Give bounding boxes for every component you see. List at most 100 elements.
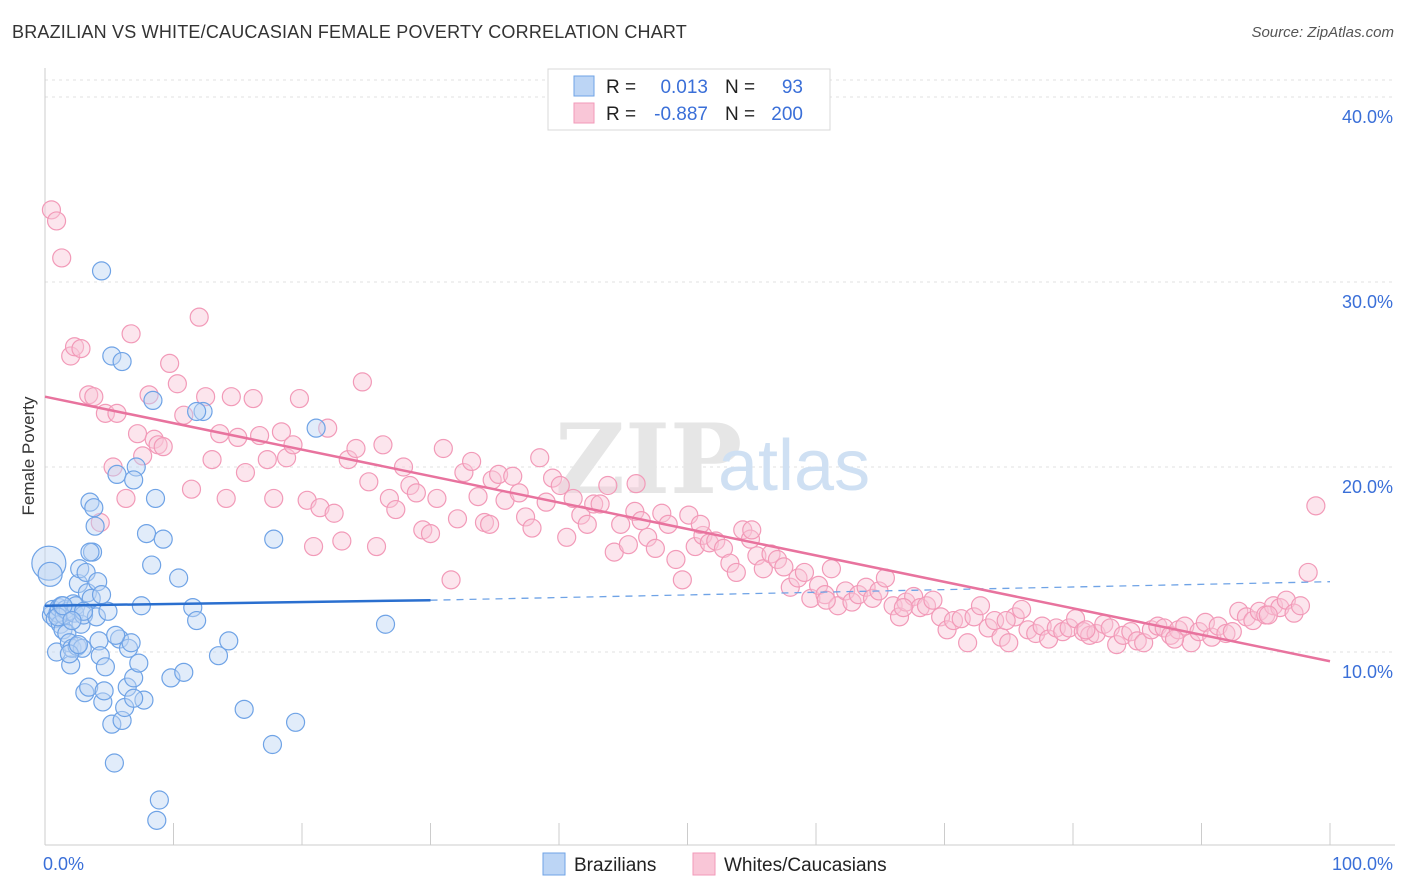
white-point xyxy=(996,610,1016,631)
white-point xyxy=(121,324,141,344)
brazilian-point xyxy=(169,568,189,588)
brazilian-point xyxy=(85,516,105,536)
brazilian-point xyxy=(80,542,100,562)
white-point xyxy=(352,372,372,392)
white-point xyxy=(742,520,762,540)
white-point xyxy=(1107,634,1127,655)
white-point xyxy=(1208,616,1228,636)
brazilian-point xyxy=(208,646,229,666)
bottom-legend-swatch-pink xyxy=(692,852,716,876)
brazilians-points xyxy=(31,261,396,830)
brazilian-point xyxy=(117,677,137,697)
white-point xyxy=(420,523,441,544)
white-point xyxy=(835,581,856,601)
chart-source: Source: ZipAtlas.com xyxy=(1251,24,1394,41)
legend-swatch-pink xyxy=(573,102,595,124)
white-point xyxy=(611,514,631,534)
brazilian-point xyxy=(234,699,254,719)
brazilian-point xyxy=(37,561,63,587)
white-point xyxy=(289,388,310,409)
brazilian-point xyxy=(147,810,167,830)
white-point xyxy=(1290,596,1311,616)
white-point xyxy=(324,503,344,523)
y-tick-labels: 10.0% 20.0% 30.0% 40.0% xyxy=(1342,107,1393,682)
white-point xyxy=(116,488,136,509)
brazilian-point xyxy=(174,662,194,682)
bottom-legend-swatch-blue xyxy=(542,852,566,876)
y-axis-label: Female Poverty xyxy=(19,396,38,516)
brazilian-point xyxy=(79,677,99,697)
white-point xyxy=(1059,618,1079,638)
white-point xyxy=(1164,629,1185,649)
white-point xyxy=(480,514,500,534)
brazilian-point xyxy=(104,753,124,773)
white-point xyxy=(1121,622,1141,642)
brazilian-point xyxy=(142,555,162,575)
brazilian-point xyxy=(68,634,89,655)
white-point xyxy=(283,435,303,455)
white-point xyxy=(41,200,62,220)
legend-n-value-1: 93 xyxy=(782,77,803,98)
whites-points xyxy=(41,200,1326,655)
white-point xyxy=(842,592,862,612)
brazilian-point xyxy=(91,585,112,605)
x-tick-label-0: 0.0% xyxy=(43,854,84,874)
y-tick-label-20: 20.0% xyxy=(1342,477,1393,497)
white-point xyxy=(999,633,1019,653)
brazilian-point xyxy=(131,596,151,616)
white-point xyxy=(243,388,263,409)
brazilian-point xyxy=(48,607,68,627)
legend-n-value-2: 200 xyxy=(771,104,803,125)
brazilian-point xyxy=(143,390,163,410)
grid-lines xyxy=(45,79,1395,653)
white-point xyxy=(625,501,645,521)
white-point xyxy=(862,588,883,608)
white-point xyxy=(202,450,222,470)
white-point xyxy=(189,307,209,327)
white-point xyxy=(181,479,202,499)
brazilian-point xyxy=(102,346,122,366)
white-point xyxy=(652,503,672,523)
white-point xyxy=(821,559,842,579)
white-point xyxy=(1222,622,1242,642)
white-point xyxy=(645,538,665,559)
white-point xyxy=(685,536,705,557)
white-point xyxy=(393,457,414,477)
brazilian-point xyxy=(187,401,207,422)
white-point xyxy=(515,507,536,527)
white-point xyxy=(332,531,352,551)
brazilian-point xyxy=(262,734,283,755)
white-point xyxy=(672,570,692,590)
white-point xyxy=(167,374,187,394)
brazilian-point xyxy=(124,688,144,708)
white-point xyxy=(1298,562,1318,583)
white-point xyxy=(133,446,153,466)
white-point xyxy=(257,450,277,470)
white-point xyxy=(373,435,393,455)
white-point xyxy=(530,448,550,468)
white-point xyxy=(618,535,638,555)
legend-r-label-2: R = xyxy=(606,104,636,125)
x-tick-labels: 0.0% 100.0% xyxy=(43,854,1393,874)
brazilian-point xyxy=(91,261,112,281)
brazilian-point xyxy=(62,610,82,631)
white-point xyxy=(489,464,509,484)
white-point xyxy=(366,536,387,557)
trend-line-brazilians-solid xyxy=(44,598,431,607)
legend-n-label-2: N = xyxy=(725,104,755,125)
trend-line-brazilians-dashed xyxy=(430,581,1331,601)
white-point xyxy=(216,488,236,509)
brazilian-point xyxy=(264,529,284,549)
brazilian-point xyxy=(90,646,110,666)
white-point xyxy=(503,466,523,486)
white-point xyxy=(160,353,180,373)
brazilian-point xyxy=(219,631,239,651)
white-point xyxy=(893,597,913,618)
white-point xyxy=(816,590,836,610)
white-point xyxy=(462,451,482,472)
white-point xyxy=(127,424,148,444)
brazilian-point xyxy=(94,681,114,701)
legend-n-label-1: N = xyxy=(725,77,755,98)
white-point xyxy=(563,488,583,509)
